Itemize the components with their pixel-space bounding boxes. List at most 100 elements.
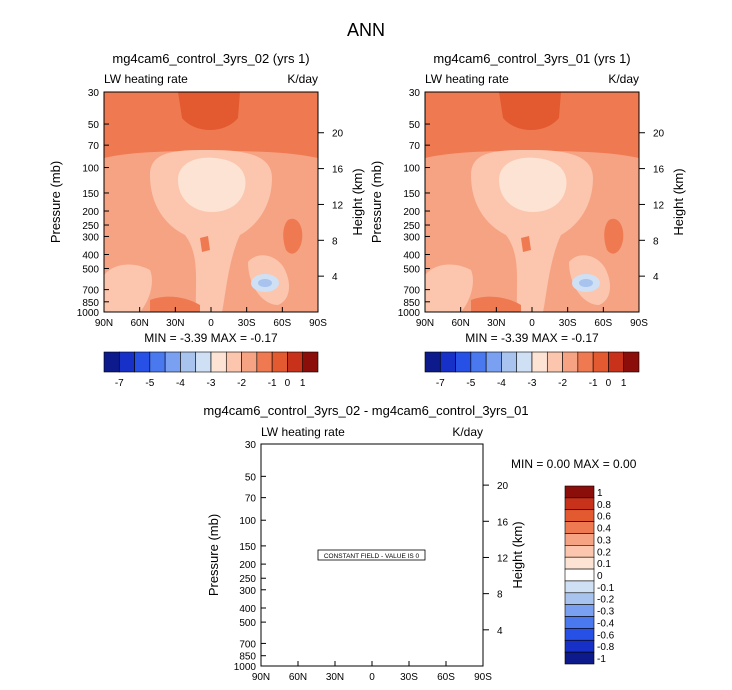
- colorbar-swatch: [241, 351, 258, 373]
- colorbar-swatch: [256, 351, 273, 373]
- pressure-tick-label: 850: [403, 298, 420, 309]
- mid-pale-core: [178, 157, 246, 212]
- colorbar-swatch: [470, 351, 487, 373]
- latitude-tick-label: 30N: [487, 318, 505, 329]
- colorbar-swatch: [149, 351, 166, 373]
- colorbar-tick-label: -0.4: [597, 618, 615, 629]
- height-axis-label: Height (km): [671, 168, 686, 235]
- colorbar-tick-label: 0: [606, 378, 612, 389]
- colorbar-swatch: [564, 639, 595, 653]
- height-tick-label: 4: [332, 272, 338, 283]
- colorbar-swatch: [564, 509, 595, 522]
- panel-control-01: mg4cam6_control_3yrs_01 (yrs 1) LW heati…: [369, 51, 686, 389]
- colorbar-swatch: [546, 351, 563, 373]
- colorbar-swatch: [225, 351, 242, 373]
- colorbar-tick-label: -1: [597, 654, 606, 665]
- colorbar-swatch: [564, 556, 595, 570]
- latitude-tick-label: 90N: [416, 318, 434, 329]
- units-label: K/day: [287, 72, 318, 86]
- colorbar-tick-label: 0.2: [597, 547, 611, 558]
- colorbar-tick-label: -2: [558, 378, 567, 389]
- colorbar-tick-label: 0.8: [597, 500, 611, 511]
- units-label: K/day: [608, 72, 639, 86]
- height-axis-ticks: 20 16 12 8 4: [318, 129, 344, 283]
- colorbar-tick-label: 0: [597, 571, 603, 582]
- colorbar-swatch: [564, 616, 595, 629]
- lower-left-light: [425, 264, 473, 312]
- colorbar-tick-label: -0.3: [597, 607, 615, 618]
- latitude-tick-label: 0: [369, 672, 375, 683]
- upper-core-blob: [178, 92, 240, 130]
- pressure-tick-label: 50: [245, 472, 257, 483]
- height-tick-label: 20: [332, 129, 344, 140]
- latitude-axis-ticks: 90N 60N 30N 0 30S 60S 90S: [416, 307, 648, 329]
- constant-field-note: CONSTANT FIELD - VALUE IS 0: [324, 553, 420, 560]
- height-tick-label: 4: [653, 272, 659, 283]
- constant-field-box: [317, 549, 426, 561]
- pressure-tick-label: 150: [403, 189, 420, 200]
- colorbar-tick-label: -0.8: [597, 642, 615, 653]
- colorbar-swatch: [501, 351, 518, 373]
- colorbar-swatch: [564, 485, 595, 499]
- height-tick-label: 12: [497, 553, 509, 564]
- pressure-tick-label: 70: [245, 494, 257, 505]
- field-label: LW heating rate: [261, 425, 345, 439]
- pressure-tick-label: 200: [82, 207, 99, 218]
- colorbar-tick-label: -1: [589, 378, 598, 389]
- latitude-tick-label: 60N: [451, 318, 469, 329]
- pressure-tick-label: 1000: [77, 308, 100, 319]
- pressure-tick-label: 1000: [234, 662, 257, 673]
- latitude-axis-ticks: 90N 60N 30N 0 30S 60S 90S: [252, 661, 492, 683]
- colorbar-tick-label: 0.3: [597, 535, 611, 546]
- pressure-tick-label: 30: [245, 440, 257, 451]
- latitude-tick-label: 30S: [238, 318, 256, 329]
- latitude-tick-label: 60N: [289, 672, 307, 683]
- colorbar-swatch: [577, 351, 594, 373]
- cool-blob-inner: [579, 279, 593, 287]
- pressure-tick-label: 400: [403, 251, 420, 262]
- pressure-tick-label: 70: [409, 141, 421, 152]
- height-tick-label: 8: [332, 236, 338, 247]
- pressure-tick-label: 1000: [398, 308, 421, 319]
- pressure-tick-label: 700: [239, 639, 256, 650]
- height-tick-label: 4: [497, 626, 503, 637]
- colorbar-tick-label: -5: [466, 378, 475, 389]
- panel-title: mg4cam6_control_3yrs_02 (yrs 1): [112, 51, 309, 66]
- height-axis-label: Height (km): [350, 168, 365, 235]
- right-warm-patch: [283, 218, 303, 254]
- pressure-tick-label: 700: [82, 286, 99, 297]
- colorbar-swatch: [564, 497, 595, 511]
- upper-core-blob: [499, 92, 561, 130]
- pressure-tick-label: 300: [403, 232, 420, 243]
- colorbar-ticks: -7 -5 -4 -3 -2 -1 0 1: [115, 378, 306, 389]
- colorbar-swatch: [164, 351, 181, 373]
- pressure-tick-label: 50: [88, 120, 100, 131]
- latitude-tick-label: 90S: [630, 318, 648, 329]
- colorbar-swatch: [608, 351, 625, 373]
- colorbar-swatch: [287, 351, 304, 373]
- pressure-tick-label: 30: [88, 88, 100, 99]
- colorbar-swatch: [564, 604, 595, 617]
- panel-control-02: mg4cam6_control_3yrs_02 (yrs 1) LW heati…: [48, 51, 365, 389]
- contour-field: [425, 92, 639, 312]
- colorbar-swatch: [195, 351, 212, 373]
- colorbar-swatch: [302, 351, 319, 373]
- mid-warm-streak: [521, 236, 531, 252]
- latitude-tick-label: 30N: [326, 672, 344, 683]
- colorbar-tick-label: -3: [528, 378, 537, 389]
- height-tick-label: 8: [497, 590, 503, 601]
- height-axis-label: Height (km): [510, 521, 525, 588]
- pressure-axis-label: Pressure (mb): [48, 161, 63, 243]
- lower-warm-patch: [150, 296, 200, 312]
- lower-warm-patch: [471, 296, 521, 312]
- latitude-axis-ticks: 90N 60N 30N 0 30S 60S 90S: [95, 307, 327, 329]
- pressure-tick-label: 150: [239, 542, 256, 553]
- colorbar-swatch: [531, 351, 548, 373]
- lower-left-light: [104, 264, 152, 312]
- colorbar-swatch: [180, 351, 197, 373]
- latitude-tick-label: 30S: [559, 318, 577, 329]
- colorbar-swatch: [424, 351, 441, 373]
- colorbar-tick-label: 1: [621, 378, 627, 389]
- pressure-tick-label: 850: [82, 298, 99, 309]
- pressure-tick-label: 500: [403, 265, 420, 276]
